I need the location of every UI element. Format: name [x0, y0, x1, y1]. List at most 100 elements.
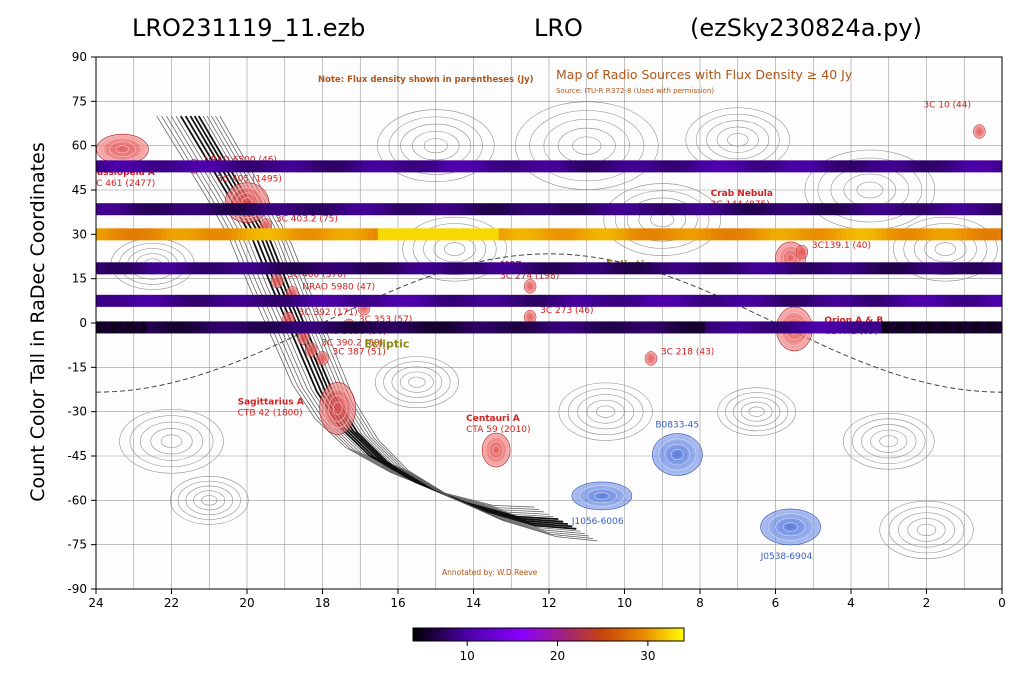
heatmap-cell [226, 321, 233, 334]
heatmap-cell [111, 203, 117, 216]
heatmap-cell [946, 321, 953, 334]
heatmap-cell [151, 203, 157, 216]
heatmap-cell [901, 228, 907, 241]
heatmap-cell [317, 262, 324, 275]
heatmap-cell [468, 294, 475, 307]
heatmap-cell [473, 228, 480, 241]
heatmap-cell [488, 321, 495, 334]
heatmap-cell [896, 203, 902, 216]
heatmap-cell [594, 294, 600, 307]
heatmap-cell [644, 160, 651, 173]
heatmap-cell [508, 228, 515, 241]
heatmap-cell [931, 203, 938, 216]
heatmap-cell [493, 262, 500, 275]
heatmap-cell [629, 203, 636, 216]
heatmap-cell [886, 228, 892, 241]
heatmap-cell [151, 321, 157, 334]
heatmap-cell [277, 294, 283, 307]
heatmap-cell [513, 228, 520, 241]
heatmap-cell [241, 262, 248, 275]
heatmap-cell [866, 294, 872, 307]
heatmap-cell [287, 294, 293, 307]
heatmap-cell [765, 262, 772, 275]
heatmap-cell [247, 321, 253, 334]
heatmap-cell [604, 203, 610, 216]
heatmap-cell [247, 294, 253, 307]
heatmap-cell [508, 294, 515, 307]
heatmap-cell [966, 160, 973, 173]
heatmap-cell [961, 160, 968, 173]
heatmap-cell [795, 228, 802, 241]
heatmap-cell [981, 203, 988, 216]
heatmap-cell [262, 262, 268, 275]
heatmap-cell [176, 203, 183, 216]
heatmap-cell [403, 203, 409, 216]
heatmap-cell [347, 203, 354, 216]
heatmap-cell [327, 160, 334, 173]
heatmap-cell [584, 160, 590, 173]
contour-swirl [514, 101, 659, 190]
heatmap-strip [96, 294, 1002, 307]
source-name: Orion A & B [824, 316, 883, 326]
heatmap-cell [458, 321, 465, 334]
heatmap-cell [730, 321, 736, 334]
heatmap-cell [282, 321, 288, 334]
contour-swirl [572, 136, 602, 155]
source-detail: NRAO 6500 (46) [204, 155, 277, 165]
heatmap-cell [705, 203, 711, 216]
contour-swirl [383, 361, 451, 403]
heatmap-cell [644, 321, 651, 334]
heatmap-cell [861, 160, 867, 173]
heatmap-cell [745, 160, 751, 173]
heatmap-cell [377, 203, 384, 216]
heatmap-cell [513, 321, 520, 334]
heatmap-cell [946, 203, 953, 216]
heatmap-cell [639, 203, 646, 216]
heatmap-cell [403, 294, 409, 307]
heatmap-cell [649, 160, 656, 173]
heatmap-cell [206, 321, 213, 334]
heatmap-cell [845, 294, 852, 307]
heatmap-cell [976, 262, 983, 275]
heatmap-cell [931, 294, 938, 307]
heatmap-cell [624, 262, 631, 275]
heatmap-cell [302, 294, 308, 307]
heatmap-cell [921, 203, 928, 216]
heatmap-strip [96, 228, 1002, 241]
heatmap-cell [468, 228, 475, 241]
heatmap-cell [111, 228, 117, 241]
heatmap-cell [624, 294, 631, 307]
heatmap-cell [428, 262, 434, 275]
colorbar-tick-label: 10 [460, 649, 475, 663]
heatmap-cell [131, 228, 137, 241]
heatmap-cell [327, 294, 334, 307]
source-detail: CTA 59 (2010) [466, 425, 530, 435]
heatmap-cell [342, 262, 349, 275]
heatmap-cell [689, 228, 696, 241]
heatmap-cell [196, 262, 203, 275]
heatmap-cell [986, 160, 993, 173]
heatmap-cell [126, 262, 132, 275]
heatmap-cell [765, 321, 772, 334]
heatmap-cell [211, 160, 218, 173]
heatmap-cell [367, 262, 374, 275]
heatmap-cell [423, 160, 429, 173]
heatmap-cell [438, 160, 444, 173]
heatmap-cell [382, 321, 389, 334]
heatmap-cell [639, 160, 646, 173]
heatmap-cell [332, 160, 339, 173]
heatmap-cell [720, 262, 726, 275]
heatmap-cell [574, 262, 580, 275]
heatmap-cell [594, 262, 600, 275]
heatmap-cell [498, 228, 505, 241]
heatmap-cell [398, 228, 404, 241]
heatmap-cell [146, 203, 152, 216]
heatmap-cell [866, 203, 872, 216]
heatmap-cell [730, 160, 736, 173]
heatmap-cell [705, 262, 711, 275]
heatmap-cell [835, 321, 842, 334]
heatmap-cell [689, 294, 696, 307]
heatmap-cell [226, 228, 233, 241]
contour-swirl [732, 396, 781, 427]
x-tick-label: 22 [164, 596, 179, 610]
